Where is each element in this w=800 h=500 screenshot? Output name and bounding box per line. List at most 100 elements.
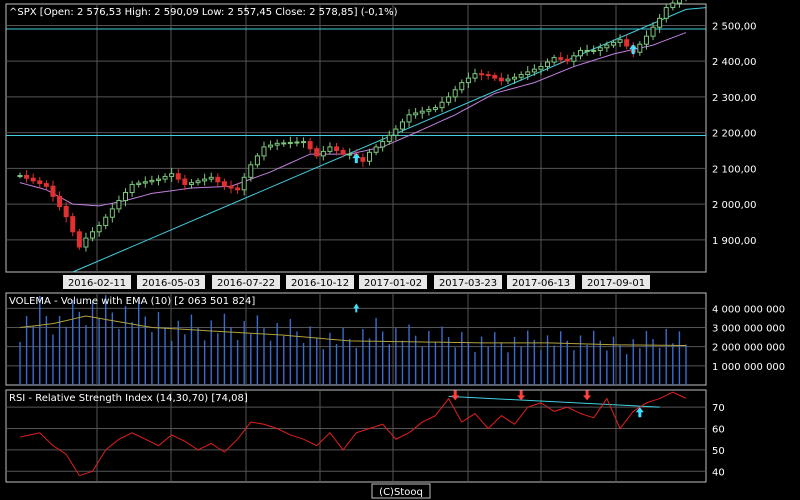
candle-body-71 xyxy=(485,74,491,77)
price-y-tick-1: 2 000,00 xyxy=(712,200,757,211)
candle-body-50 xyxy=(347,153,353,156)
rsi-y-tick-0: 40 xyxy=(712,467,725,478)
candle-body-62 xyxy=(426,108,432,112)
candle-body-18 xyxy=(136,182,142,185)
price-trendline xyxy=(72,7,707,273)
price-y-tick-0: 1 900,00 xyxy=(712,236,757,247)
candle-body-67 xyxy=(459,82,465,91)
candle-body-85 xyxy=(577,49,583,57)
candle-body-75 xyxy=(512,76,518,80)
candle-body-4 xyxy=(43,183,49,187)
candle-body-56 xyxy=(386,134,392,143)
candle-body-53 xyxy=(366,151,372,162)
candle-body-17 xyxy=(129,183,135,193)
candle-body-78 xyxy=(531,68,537,73)
price-x-tick-6: 2017-06-13 xyxy=(512,278,570,289)
candle-body-91 xyxy=(617,39,623,43)
candle-body-57 xyxy=(393,128,399,136)
candle-body-8 xyxy=(70,216,76,233)
price-x-tick-2: 2016-07-22 xyxy=(217,278,275,289)
buy-arrow-1 xyxy=(629,44,638,55)
candle-body-48 xyxy=(334,146,340,152)
volume-y-tick-3: 4 000 000 000 xyxy=(712,304,785,315)
volume-y-tick-0: 1 000 000 000 xyxy=(712,362,785,373)
candle-body-96 xyxy=(650,26,656,37)
candle-body-25 xyxy=(182,178,188,185)
candle-body-52 xyxy=(360,157,366,162)
price-ema-line xyxy=(19,32,687,207)
candle-body-86 xyxy=(584,49,590,52)
rsi-y-tick-2: 60 xyxy=(712,425,725,436)
rsi-y-tick-3: 70 xyxy=(712,403,725,414)
candle-body-58 xyxy=(399,121,405,130)
rsi-grid xyxy=(6,390,706,482)
candle-body-7 xyxy=(63,205,69,218)
candle-body-32 xyxy=(228,185,234,189)
price-horizontal-lines xyxy=(6,28,706,136)
volume-marker xyxy=(353,303,360,313)
rsi-trendline xyxy=(448,395,660,408)
candle-body-49 xyxy=(340,150,346,155)
price-x-tick-3: 2016-10-12 xyxy=(291,278,349,289)
candle-body-95 xyxy=(643,35,649,45)
price-x-tick-box-4 xyxy=(359,275,427,289)
candle-body-15 xyxy=(116,200,122,210)
candle-body-19 xyxy=(142,181,148,184)
candle-body-36 xyxy=(254,155,260,166)
price-x-tick-labels: 2016-02-11 2016-05-03 2016-07-22 2016-10-12… xyxy=(63,275,650,289)
candle-body-74 xyxy=(505,78,511,82)
candle-body-77 xyxy=(525,71,531,76)
price-y-tick-5: 2 400,00 xyxy=(712,57,757,68)
price-x-tick-box-3 xyxy=(286,275,354,289)
candle-body-99 xyxy=(670,2,676,9)
candle-body-14 xyxy=(109,208,115,218)
price-x-tick-box-7 xyxy=(582,275,650,289)
candle-body-40 xyxy=(281,142,287,145)
candles xyxy=(17,0,687,252)
volume-y-tick-labels: 1 000 000 000 2 000 000 000 3 000 000 000 4… xyxy=(712,304,785,373)
candle-body-73 xyxy=(498,77,504,82)
volume-y-tick-1: 2 000 000 000 xyxy=(712,343,785,354)
price-panel-title: ^SPX [Open: 2 576,53 High: 2 590,09 Low:… xyxy=(9,7,398,18)
price-y-tick-labels: 1 900,00 2 000,00 2 100,00 2 200,00 2 300,00… xyxy=(712,21,757,246)
candle-body-26 xyxy=(188,182,194,185)
candle-body-22 xyxy=(162,175,168,180)
candle-body-5 xyxy=(50,185,56,197)
candle-body-64 xyxy=(439,101,445,109)
candle-body-6 xyxy=(57,195,63,207)
rsi-y-tick-1: 50 xyxy=(712,446,725,457)
candle-body-82 xyxy=(558,57,564,60)
volume-panel-title: VOLEMA - Volume with EMA (10) [2 063 501… xyxy=(9,296,255,307)
candle-body-31 xyxy=(221,181,227,187)
candle-body-9 xyxy=(76,231,82,248)
candle-body-79 xyxy=(538,66,544,70)
price-x-tick-5: 2017-03-23 xyxy=(439,278,497,289)
candle-body-38 xyxy=(268,144,274,148)
volume-buy-arrow xyxy=(353,303,360,313)
candle-body-35 xyxy=(248,164,254,178)
candle-body-23 xyxy=(169,173,175,177)
candle-body-1 xyxy=(24,175,30,179)
candle-body-80 xyxy=(545,61,551,68)
candle-body-20 xyxy=(149,179,155,183)
rsi-sell-arrow-0 xyxy=(451,390,460,401)
candle-body-66 xyxy=(452,89,458,98)
price-y-tick-2: 2 100,00 xyxy=(712,164,757,175)
candle-body-60 xyxy=(413,112,419,116)
candle-body-65 xyxy=(446,96,452,103)
price-x-tick-box-5 xyxy=(434,275,502,289)
candle-body-12 xyxy=(96,225,102,233)
candle-body-54 xyxy=(373,146,379,153)
candle-body-68 xyxy=(465,77,471,84)
candle-body-59 xyxy=(406,114,412,123)
candle-body-94 xyxy=(637,43,643,53)
candle-body-41 xyxy=(287,141,293,144)
candle-body-70 xyxy=(479,73,485,76)
candle-body-83 xyxy=(564,58,570,62)
price-y-tick-6: 2 500,00 xyxy=(712,21,757,32)
candle-body-69 xyxy=(472,73,478,79)
candle-body-90 xyxy=(610,41,616,46)
candle-body-39 xyxy=(274,142,280,146)
candle-body-72 xyxy=(492,74,498,79)
